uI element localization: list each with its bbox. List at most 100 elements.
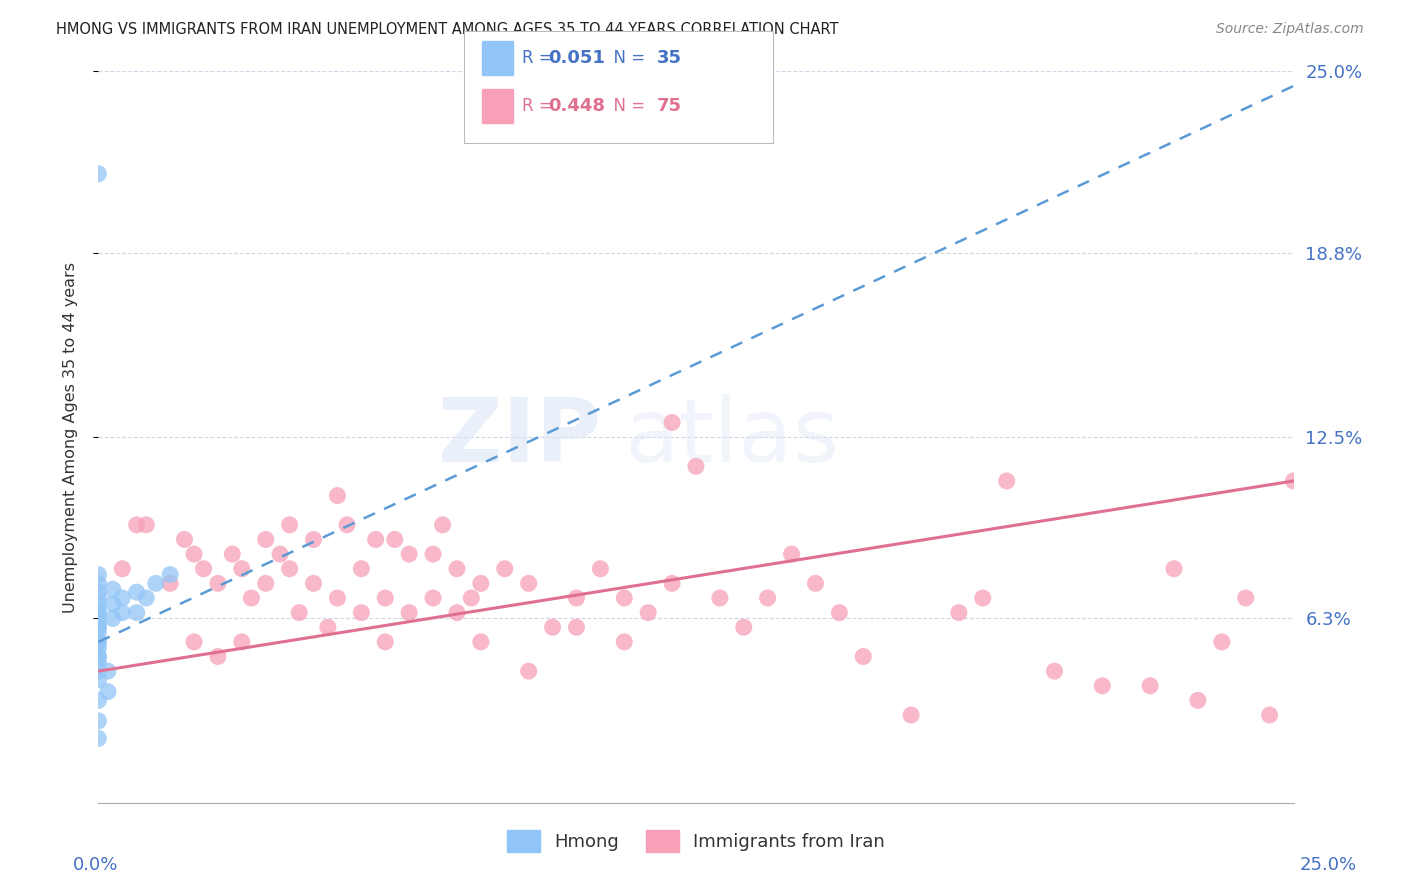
- Point: [398, 606, 420, 620]
- Y-axis label: Unemployment Among Ages 35 to 44 years: Unemployment Among Ages 35 to 44 years: [63, 261, 77, 613]
- Text: N =: N =: [603, 49, 651, 67]
- Point: [350, 562, 373, 576]
- Point: [384, 533, 406, 547]
- Point: [87, 640, 110, 655]
- Point: [278, 562, 301, 576]
- Text: N =: N =: [603, 97, 651, 115]
- Point: [1258, 708, 1281, 723]
- Point: [350, 606, 373, 620]
- Point: [240, 591, 263, 605]
- Text: 75: 75: [657, 97, 682, 115]
- Text: 0.448: 0.448: [548, 97, 606, 115]
- Point: [135, 591, 157, 605]
- Point: [97, 684, 120, 698]
- Point: [87, 606, 110, 620]
- Point: [336, 517, 359, 532]
- Point: [565, 591, 588, 605]
- Point: [302, 533, 325, 547]
- Point: [183, 547, 205, 561]
- Point: [1091, 679, 1114, 693]
- Point: [517, 576, 540, 591]
- Point: [231, 635, 253, 649]
- Point: [87, 626, 110, 640]
- Point: [87, 649, 110, 664]
- Point: [756, 591, 779, 605]
- Point: [326, 489, 349, 503]
- Point: [111, 562, 134, 576]
- Point: [101, 597, 124, 611]
- Text: HMONG VS IMMIGRANTS FROM IRAN UNEMPLOYMENT AMONG AGES 35 TO 44 YEARS CORRELATION: HMONG VS IMMIGRANTS FROM IRAN UNEMPLOYME…: [56, 22, 839, 37]
- Point: [159, 567, 181, 582]
- Point: [87, 731, 110, 746]
- Text: 35: 35: [657, 49, 682, 67]
- Point: [231, 562, 253, 576]
- Point: [87, 576, 110, 591]
- Point: [589, 562, 612, 576]
- Point: [661, 576, 683, 591]
- Point: [207, 649, 229, 664]
- Point: [494, 562, 516, 576]
- Point: [780, 547, 803, 561]
- Point: [398, 547, 420, 561]
- Text: R =: R =: [522, 97, 558, 115]
- Point: [733, 620, 755, 634]
- Point: [125, 606, 148, 620]
- Point: [1234, 591, 1257, 605]
- Point: [97, 664, 120, 678]
- Point: [972, 591, 994, 605]
- Point: [87, 656, 110, 670]
- Point: [173, 533, 195, 547]
- Point: [101, 582, 124, 597]
- Text: 0.0%: 0.0%: [73, 856, 118, 874]
- Point: [852, 649, 875, 664]
- Point: [87, 649, 110, 664]
- Point: [828, 606, 851, 620]
- Point: [221, 547, 243, 561]
- Point: [87, 167, 110, 181]
- Point: [316, 620, 339, 634]
- Point: [87, 620, 110, 634]
- Point: [87, 591, 110, 605]
- Point: [1139, 679, 1161, 693]
- Point: [288, 606, 311, 620]
- Point: [446, 606, 468, 620]
- Point: [995, 474, 1018, 488]
- Point: [87, 664, 110, 678]
- Point: [135, 517, 157, 532]
- Point: [637, 606, 659, 620]
- Point: [159, 576, 181, 591]
- Point: [87, 714, 110, 728]
- Point: [145, 576, 167, 591]
- Point: [254, 533, 277, 547]
- Point: [661, 416, 683, 430]
- Text: R =: R =: [522, 49, 558, 67]
- Point: [422, 591, 444, 605]
- Point: [432, 517, 454, 532]
- Point: [364, 533, 387, 547]
- Point: [1282, 474, 1305, 488]
- Point: [470, 576, 492, 591]
- Point: [87, 620, 110, 634]
- Point: [685, 459, 707, 474]
- Point: [541, 620, 564, 634]
- Point: [613, 591, 636, 605]
- Point: [709, 591, 731, 605]
- Point: [470, 635, 492, 649]
- Point: [278, 517, 301, 532]
- Point: [517, 664, 540, 678]
- Point: [1187, 693, 1209, 707]
- Point: [87, 673, 110, 687]
- Text: Source: ZipAtlas.com: Source: ZipAtlas.com: [1216, 22, 1364, 37]
- Point: [1211, 635, 1233, 649]
- Text: 25.0%: 25.0%: [1301, 856, 1357, 874]
- Point: [446, 562, 468, 576]
- Point: [101, 611, 124, 625]
- Text: atlas: atlas: [624, 393, 839, 481]
- Point: [111, 591, 134, 605]
- Legend: Hmong, Immigrants from Iran: Hmong, Immigrants from Iran: [501, 823, 891, 860]
- Point: [804, 576, 827, 591]
- Point: [565, 620, 588, 634]
- Point: [1043, 664, 1066, 678]
- Point: [87, 606, 110, 620]
- Point: [900, 708, 922, 723]
